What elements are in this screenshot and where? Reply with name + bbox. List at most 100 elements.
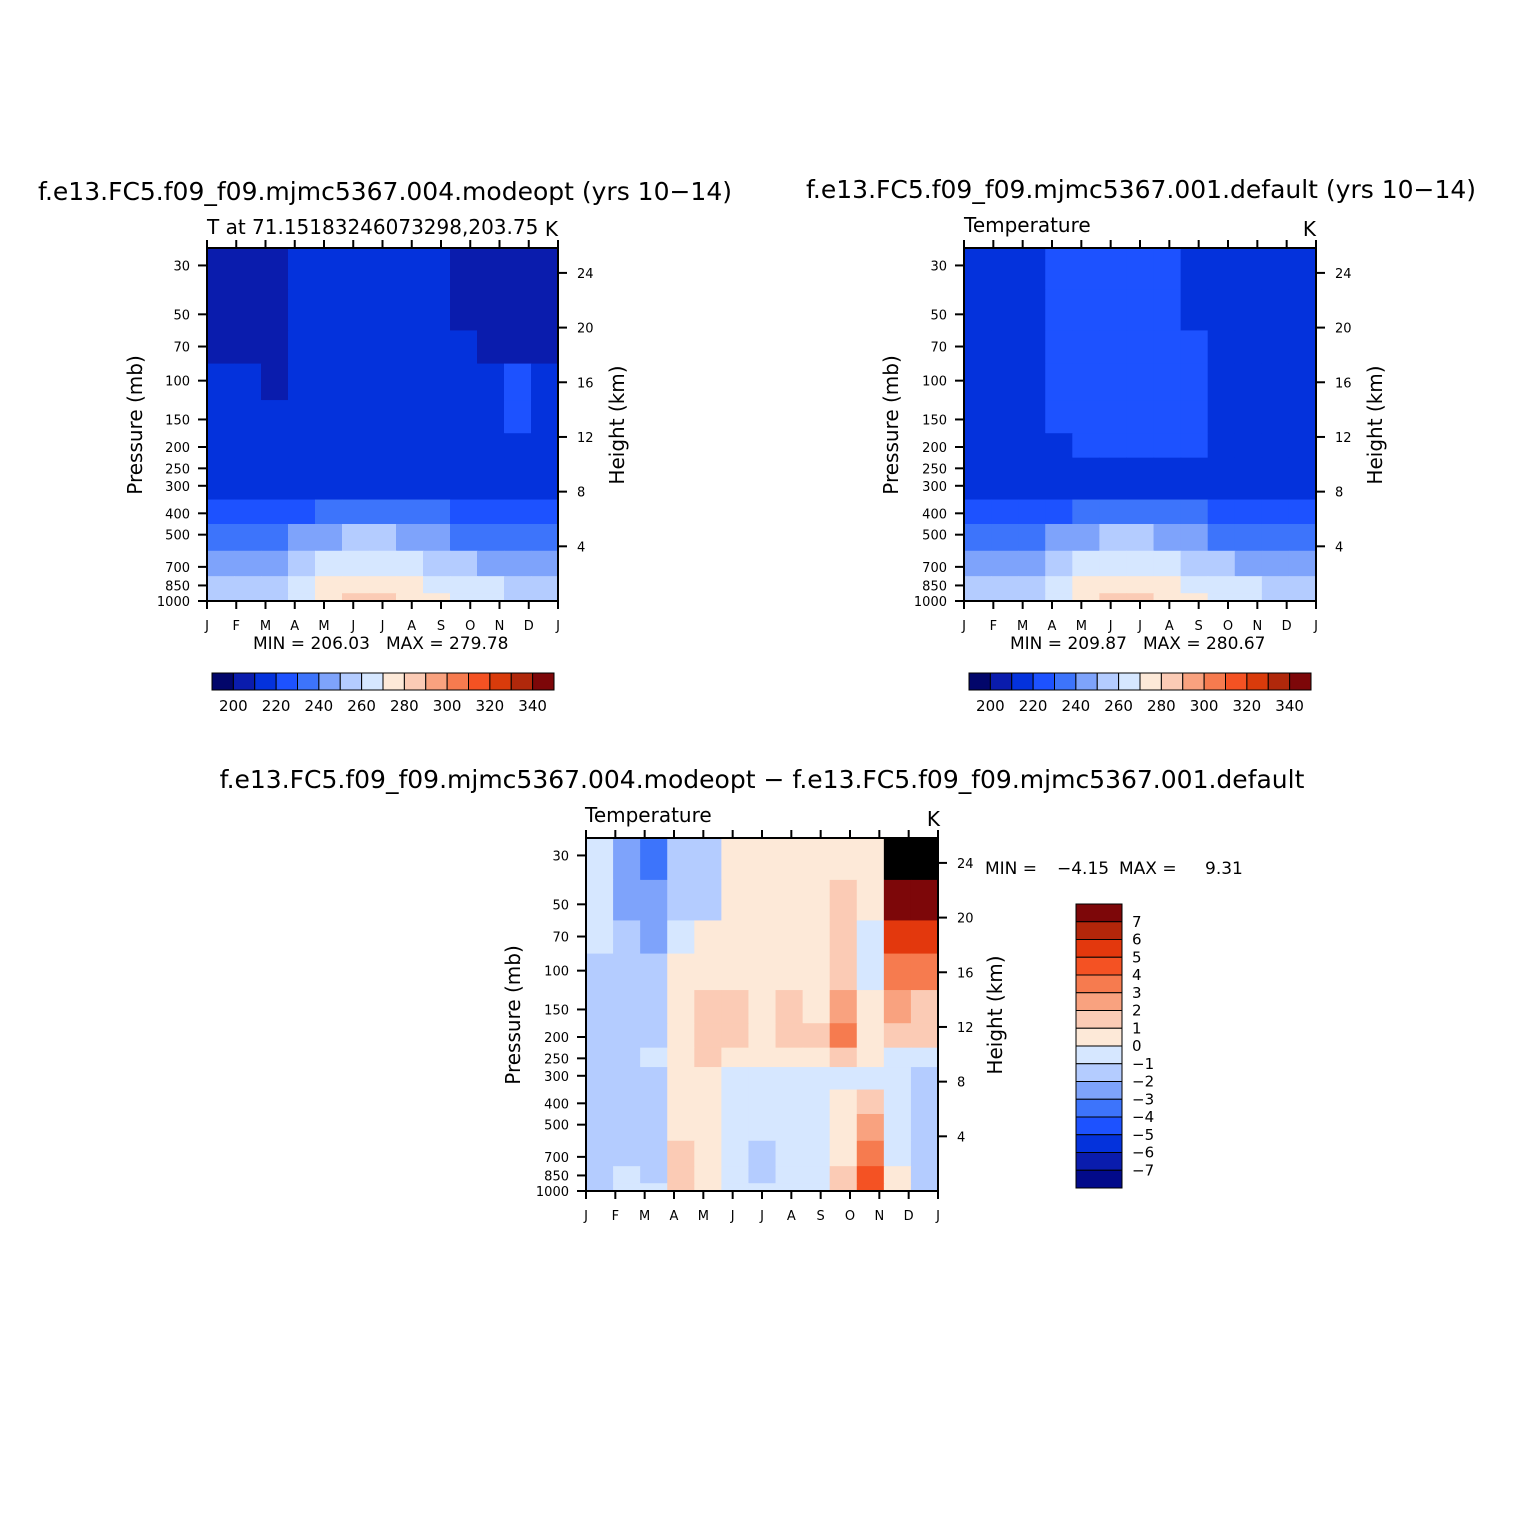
contour-cell [261,363,289,401]
panel-default-axes: J F M A M J J A S O N D J 30 50 70 100 150 200 250 300 400 500… [914,240,1352,634]
contour-cell [477,499,505,525]
contour-cell [423,289,451,332]
contour-cell [964,330,992,365]
contour-cell [342,550,370,577]
contour-cell [207,400,235,434]
contour-cell [261,433,289,459]
x-tick-label: J [555,619,560,634]
y-tick-label: 850 [922,579,947,594]
contour-cell [1099,457,1128,478]
colorbar-swatch [1267,672,1291,691]
panel-default-contours [964,248,1317,602]
contour-cell [640,953,668,991]
contour-cell [1018,248,1046,291]
colorbar-swatch [425,672,448,691]
contour-cell [369,576,397,594]
contour-cell [1018,523,1046,552]
x-tick-label: F [233,619,240,634]
contour-cell [1072,576,1100,594]
contour-cell [613,879,641,922]
panel-modeopt-units: K [545,217,559,241]
contour-cell [531,457,559,478]
contour-cell [450,477,478,501]
colorbar-swatch [1075,903,1123,923]
contour-cell [288,593,316,602]
colorbar-label: 200 [976,697,1005,715]
contour-cell [1288,576,1317,594]
contour-cell [613,990,641,1024]
contour-cell [775,990,804,1024]
colorbar-label: 220 [1019,697,1048,715]
x-tick-label: S [817,1209,825,1224]
contour-cell [748,838,777,881]
contour-cell [1153,477,1182,501]
contour-cell [207,550,235,577]
colorbar-swatch [468,672,491,691]
contour-cell [1153,523,1182,552]
panel-modeopt-title: f.e13.FC5.f09_f09.mjmc5367.004.modeopt (… [38,177,732,206]
contour-cell [694,1113,722,1142]
contour-cell [342,400,370,434]
colorbar-label: 280 [390,697,419,715]
contour-cell [315,457,343,478]
contour-cell [586,1183,614,1192]
colorbar-swatch [1203,672,1227,691]
contour-cell [1126,550,1155,577]
colorbar-swatch [211,672,234,691]
contour-cell [207,457,235,478]
contour-cell [991,289,1019,332]
contour-cell [694,990,722,1024]
contour-cell [1261,593,1290,602]
panel-modeopt: f.e13.FC5.f09_f09.mjmc5367.004.modeopt (… [38,177,732,715]
contour-cell [1072,400,1100,434]
colorbar-label: 280 [1147,697,1176,715]
contour-cell [504,477,532,501]
contour-cell [1126,363,1155,401]
contour-cell [1207,248,1236,291]
contour-cell [315,576,343,594]
y-tick-label: 700 [165,561,190,576]
contour-cell [1018,593,1046,602]
contour-cell [369,477,397,501]
contour-cell [883,920,912,955]
contour-cell [1288,248,1317,291]
contour-cell [207,289,235,332]
contour-cell [613,1067,641,1091]
y-right-tick-label: 8 [957,1076,965,1091]
contour-cell [342,499,370,525]
y-tick-label: 300 [544,1070,569,1085]
contour-cell [531,363,559,401]
contour-cell [1288,523,1317,552]
contour-cell [802,1067,831,1091]
contour-cell [1018,477,1046,501]
contour-cell [694,1023,722,1049]
contour-cell [667,953,695,991]
y-tick-label: 100 [922,375,947,390]
colorbar-swatch [318,672,341,691]
contour-cell [586,1067,614,1091]
contour-cell [1261,499,1290,525]
panel-default-units: K [1303,217,1317,241]
contour-cell [342,457,370,478]
y-right-tick-label: 4 [1335,540,1343,555]
contour-cell [315,550,343,577]
contour-cell [1072,499,1100,525]
contour-cell [423,248,451,291]
colorbar-swatch [510,672,534,691]
contour-cell [640,990,668,1024]
contour-cell [1288,477,1317,501]
contour-cell [667,1183,695,1192]
contour-cell [721,1047,750,1068]
y-tick-label: 200 [922,441,947,456]
contour-cell [640,920,668,955]
contour-cell [1180,477,1209,501]
contour-cell [234,400,262,434]
contour-cell [694,1140,722,1167]
contour-cell [1207,330,1236,365]
colorbar-swatch [1075,1027,1123,1047]
contour-cell [748,1067,777,1091]
contour-cell [1207,499,1236,525]
y-tick-label: 150 [544,1003,569,1018]
contour-cell [288,400,316,434]
panel-modeopt-colorbar: 200 220 240 260 280 300 320 340 [211,672,555,715]
